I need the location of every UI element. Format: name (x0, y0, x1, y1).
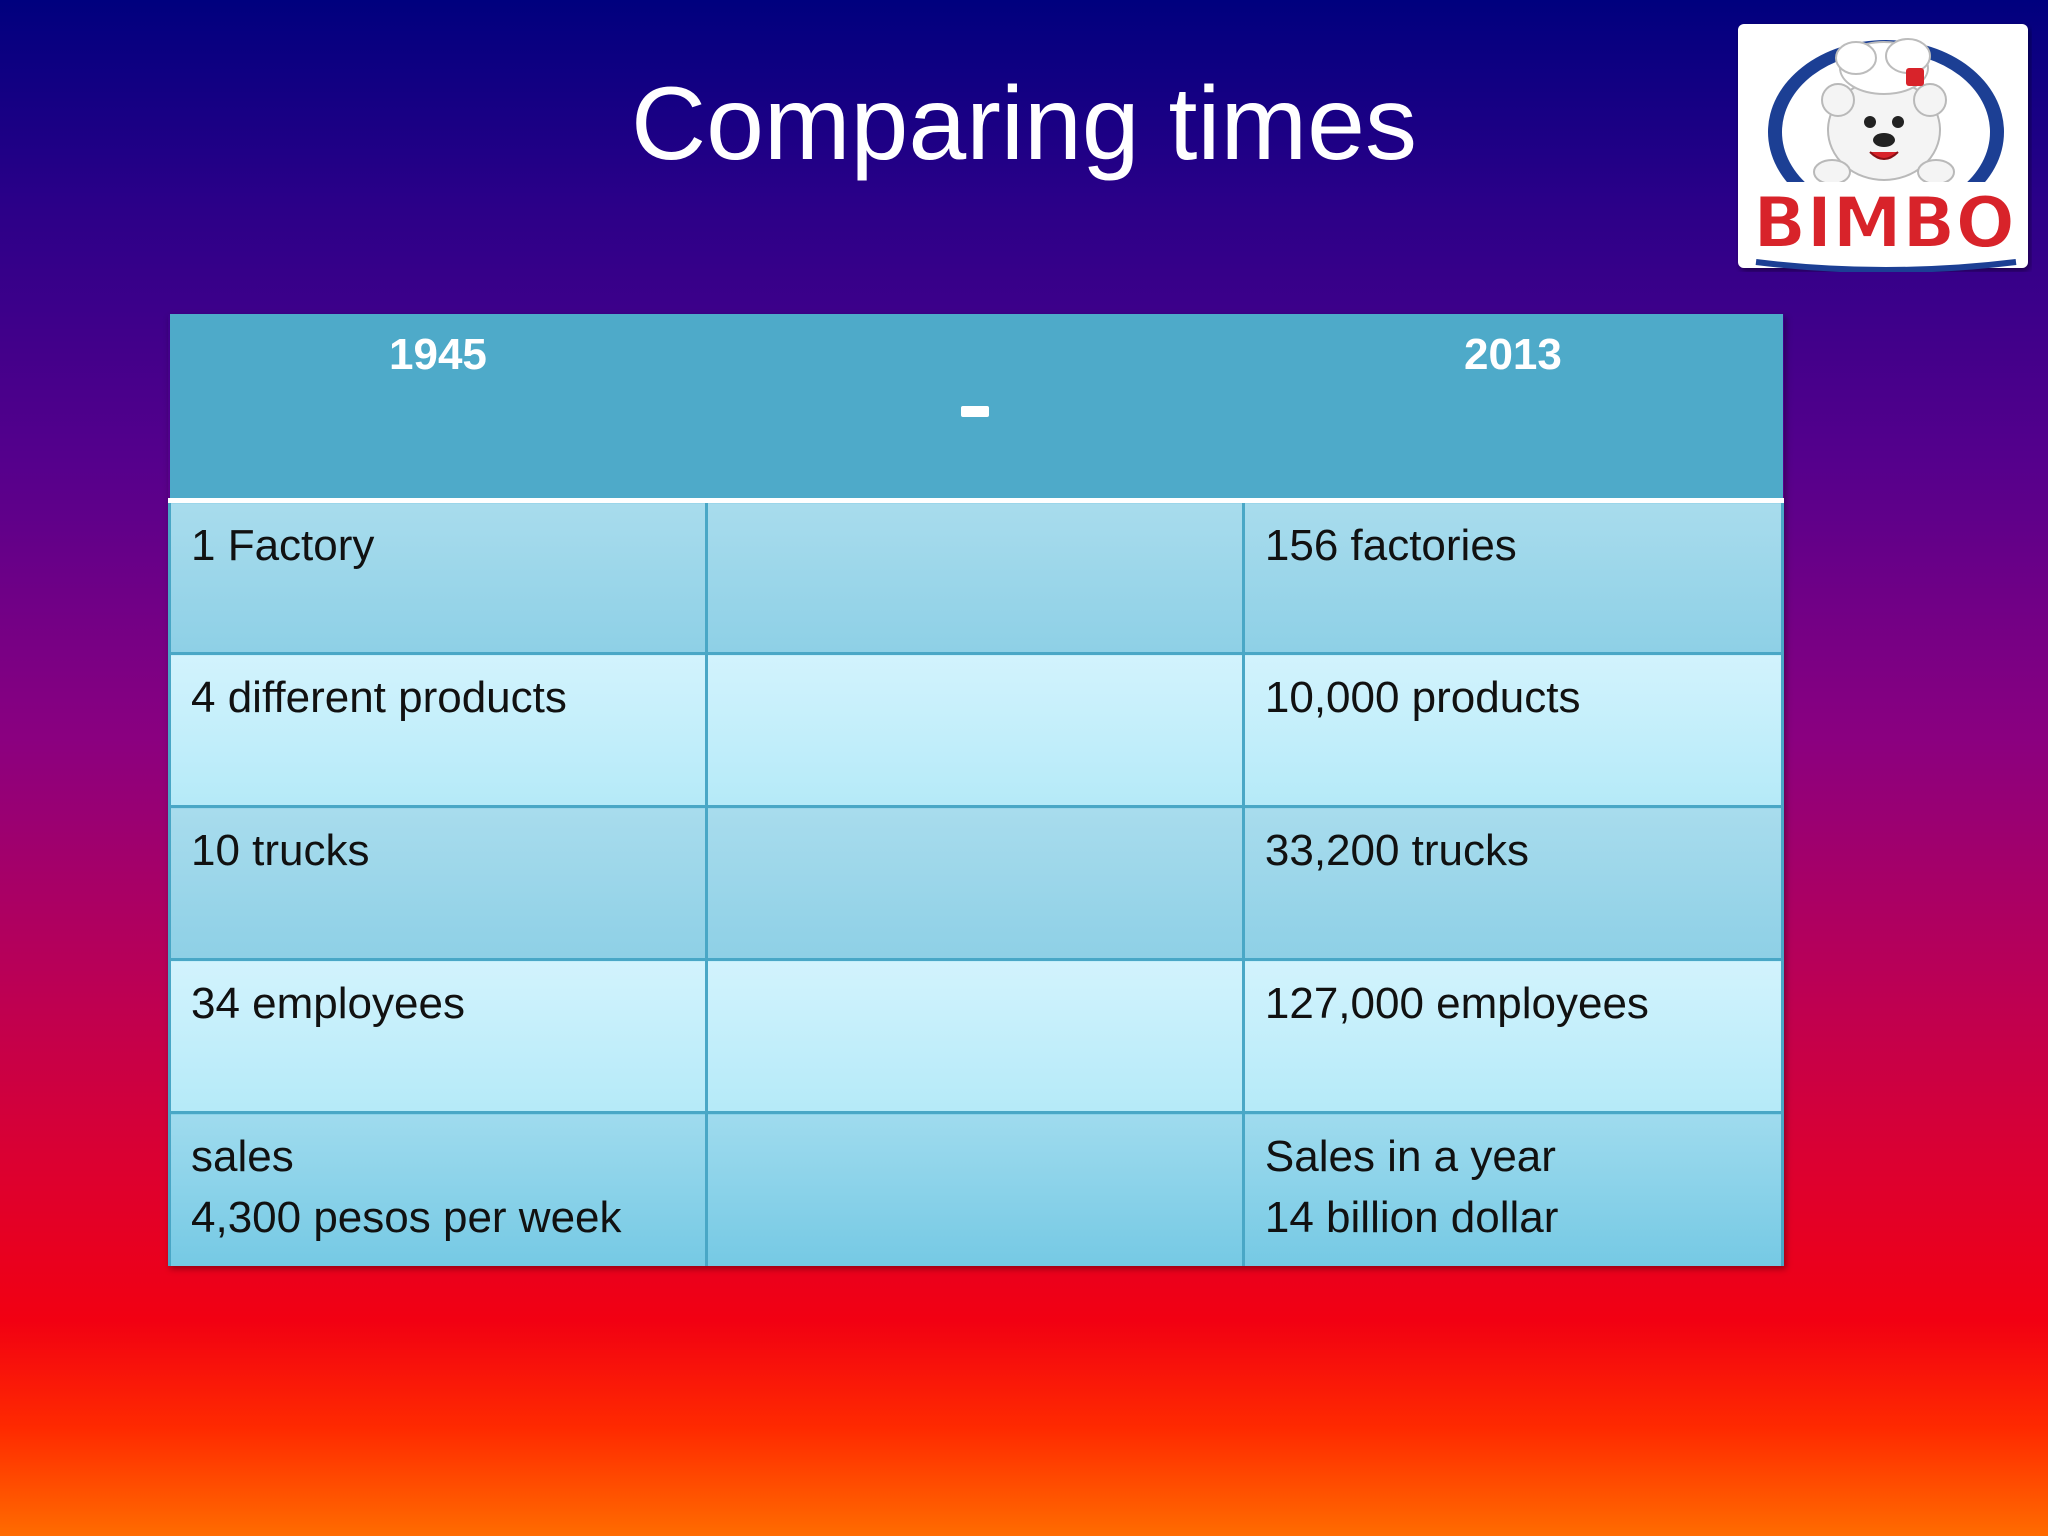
bimbo-logo: BIMBO (1736, 22, 2032, 272)
slide-title: Comparing times (630, 66, 1418, 182)
header-year-2013: 2013 (1243, 314, 1783, 503)
table-row: 1 Factory 156 factories (168, 499, 1785, 654)
cell-empty-middle (704, 1111, 1245, 1266)
table-header-row: 1945 - 2013 (169, 314, 1783, 503)
cell-empty-middle (704, 958, 1245, 1113)
bimbo-bear-logo-icon: BIMBO (1738, 24, 2028, 272)
table-row: sales 4,300 pesos per week Sales in a ye… (168, 1111, 1785, 1266)
cell-empty-middle (704, 499, 1245, 654)
header-year-1945: 1945 (169, 314, 707, 503)
table-row: 34 employees 127,000 employees (168, 958, 1785, 1113)
cell-1945-factory: 1 Factory (168, 499, 708, 654)
cell-1945-products: 4 different products (168, 652, 708, 807)
dash-mark (960, 406, 989, 417)
cell-empty-middle (704, 805, 1245, 960)
cell-line: Sales in a year (1264, 1132, 1556, 1181)
cell-1945-employees: 34 employees (168, 958, 708, 1113)
cell-2013-products: 10,000 products (1241, 652, 1785, 807)
cell-2013-employees: 127,000 employees (1241, 958, 1785, 1113)
cell-2013-factories: 156 factories (1241, 499, 1785, 654)
table-row: 10 trucks 33,200 trucks (168, 805, 1785, 960)
comparison-table: 1945 - 2013 1 Factory 156 factories 4 di… (168, 314, 1785, 1266)
cell-1945-sales: sales 4,300 pesos per week (168, 1111, 708, 1266)
table-row: 4 different products 10,000 products (168, 652, 1785, 807)
header-middle: - (706, 314, 1244, 503)
logo-brand-text: BIMBO (1753, 182, 2015, 264)
cell-2013-trucks: 33,200 trucks (1241, 805, 1785, 960)
cell-line: sales (191, 1132, 294, 1181)
cell-line: 4,300 pesos per week (191, 1193, 622, 1242)
cell-1945-trucks: 10 trucks (168, 805, 708, 960)
cell-line: 14 billion dollar (1264, 1193, 1559, 1242)
cell-empty-middle (704, 652, 1245, 807)
cell-2013-sales: Sales in a year 14 billion dollar (1241, 1111, 1785, 1266)
